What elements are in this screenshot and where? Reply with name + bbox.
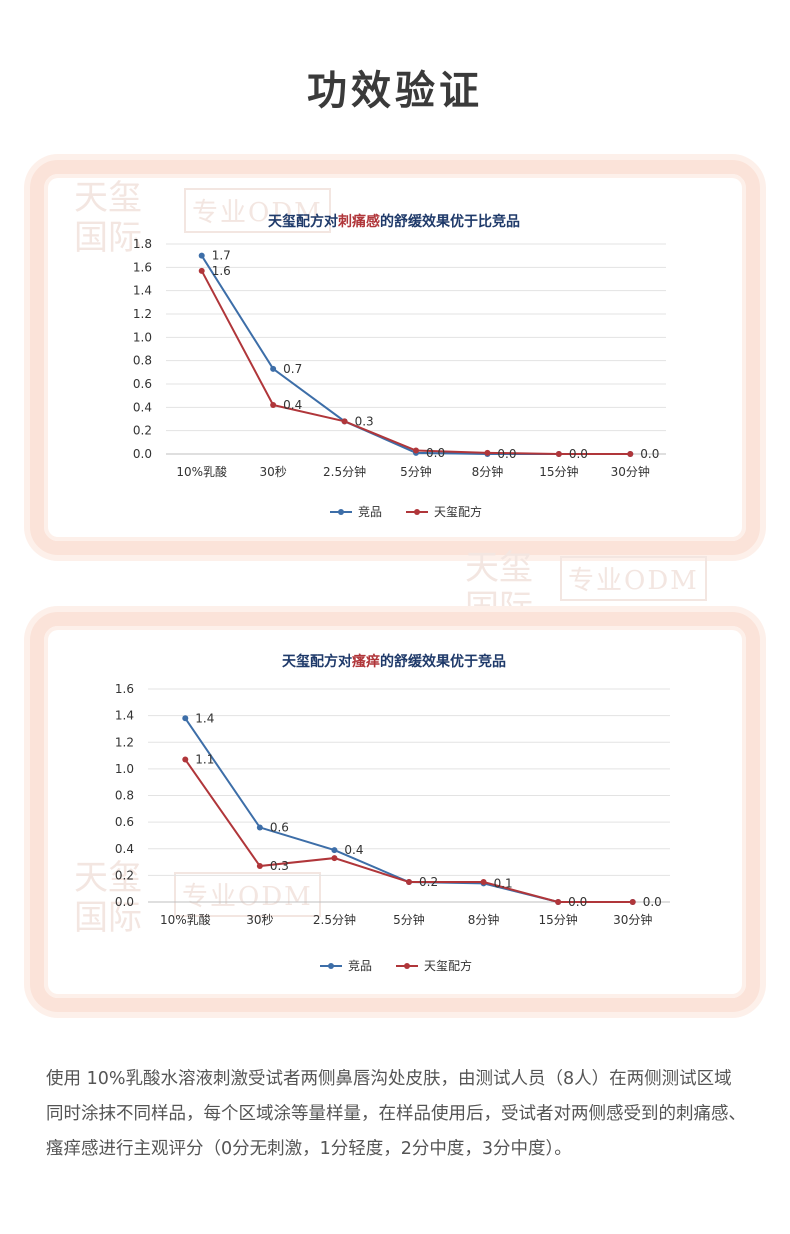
data-label: 0.0 <box>568 895 587 909</box>
chart-title-part: 的舒缓效果优于竞品 <box>380 653 506 670</box>
data-point <box>182 715 189 722</box>
y-tick-label: 1.2 <box>115 735 134 749</box>
y-tick-label: 1.6 <box>133 260 152 274</box>
x-tick-label: 30分钟 <box>613 912 652 927</box>
line-chart-itching: 天玺配方对瘙痒的舒缓效果优于竞品 0.0 0.2 0.4 0.6 0.8 1.0 1.2 1.4… <box>115 653 670 973</box>
chart-title-part: 刺痛感 <box>338 213 380 230</box>
x-tick-label: 10%乳酸 <box>176 464 227 479</box>
line-chart-stinging: 天玺配方对刺痛感的舒缓效果优于比竞品 0.0 0.2 0.4 0.6 0.8 1.0 1.2 1… <box>133 213 666 519</box>
data-point <box>629 899 636 905</box>
series-line-1 <box>200 270 631 455</box>
data-point <box>198 267 205 274</box>
data-point <box>256 863 263 870</box>
data-point <box>256 824 263 831</box>
data-label: 0.4 <box>344 843 363 857</box>
x-tick-label: 2.5分钟 <box>313 912 356 927</box>
chart-title-part: 瘙痒 <box>351 653 380 670</box>
chart-title: 天玺配方对刺痛感的舒缓效果优于比竞品 <box>268 213 520 230</box>
legend-marker <box>404 963 410 969</box>
test-description: 使用 10%乳酸水溶液刺激受试者两侧鼻唇沟处皮肤，由测试人员（8人）在两侧测试区… <box>46 1069 746 1159</box>
y-tick-label: 1.2 <box>133 307 152 321</box>
chart-title-part: 天玺配方对 <box>282 653 352 670</box>
y-tick-label: 0.2 <box>133 424 152 438</box>
data-point <box>555 899 562 905</box>
chart-title-part: 天玺配方对 <box>268 213 338 230</box>
y-tick-label: 1.6 <box>115 682 134 696</box>
x-tick-label: 30秒 <box>260 465 287 479</box>
y-tick-label: 0.0 <box>133 447 152 461</box>
y-tick-label: 0.2 <box>115 868 134 882</box>
data-point <box>484 449 491 456</box>
series-line-0 <box>200 255 631 455</box>
data-label: 1.1 <box>195 753 214 767</box>
legend-marker <box>328 963 334 969</box>
legend-label: 竞品 <box>358 505 382 519</box>
data-point <box>627 451 634 457</box>
data-point <box>198 252 205 259</box>
y-tick-label: 1.0 <box>115 762 134 776</box>
y-tick-label: 0.8 <box>115 789 134 803</box>
x-tick-label: 8分钟 <box>472 464 504 479</box>
series-line-0 <box>184 717 633 903</box>
y-tick-label: 1.4 <box>115 709 134 723</box>
data-point <box>270 402 277 408</box>
data-label: 0.1 <box>494 876 513 890</box>
data-label: 0.0 <box>640 447 659 461</box>
data-point <box>413 447 419 454</box>
data-label: 1.4 <box>195 711 214 725</box>
data-point <box>406 879 412 886</box>
x-tick-label: 15分钟 <box>539 464 578 479</box>
data-label: 0.3 <box>355 414 374 428</box>
data-point <box>341 418 348 425</box>
legend-marker <box>338 509 344 515</box>
y-tick-label: 0.6 <box>133 377 152 391</box>
data-label: 0.2 <box>419 875 438 889</box>
data-point <box>270 365 277 372</box>
y-tick-label: 0.0 <box>115 895 134 909</box>
data-label: 0.0 <box>497 447 516 461</box>
x-tick-label: 8分钟 <box>468 912 500 927</box>
page-title: 功效验证 <box>307 68 483 114</box>
data-label: 0.3 <box>270 859 289 873</box>
legend-label: 天玺配方 <box>424 958 472 973</box>
watermark-badge-mid: 专业ODM <box>560 556 707 601</box>
data-label: 0.6 <box>270 820 289 834</box>
data-label: 1.6 <box>212 264 231 278</box>
y-tick-label: 1.4 <box>133 284 152 298</box>
y-tick-label: 1.0 <box>133 330 152 344</box>
legend-label: 天玺配方 <box>434 504 482 519</box>
data-label: 0.7 <box>283 362 302 376</box>
data-point <box>555 451 562 457</box>
y-tick-label: 0.8 <box>133 354 152 368</box>
data-label: 1.7 <box>212 249 231 263</box>
x-tick-label: 5分钟 <box>400 464 432 479</box>
y-tick-label: 1.8 <box>133 237 152 251</box>
legend-label: 竞品 <box>348 959 372 973</box>
data-label: 0.0 <box>643 895 662 909</box>
x-tick-label: 10%乳酸 <box>160 912 211 927</box>
data-label: 0.0 <box>426 446 445 460</box>
legend-marker <box>414 509 420 515</box>
data-label: 0.0 <box>569 447 588 461</box>
x-tick-label: 15分钟 <box>539 912 578 927</box>
x-tick-label: 5分钟 <box>393 912 425 927</box>
chart-panel-itching: 天玺国际 专业ODM 天玺配方对瘙痒的舒缓效果优于竞品 0.0 0.2 0.4 0.6 0… <box>30 612 760 1012</box>
x-tick-label: 30秒 <box>246 913 273 927</box>
data-label: 0.4 <box>283 398 302 412</box>
y-tick-label: 0.4 <box>133 400 152 414</box>
data-point <box>331 847 338 854</box>
x-tick-label: 30分钟 <box>611 464 650 479</box>
y-tick-label: 0.6 <box>115 815 134 829</box>
data-point <box>182 756 189 763</box>
chart-title-part: 的舒缓效果优于比竞品 <box>380 213 520 230</box>
x-tick-label: 2.5分钟 <box>323 464 366 479</box>
data-point <box>480 879 487 886</box>
y-tick-label: 0.4 <box>115 842 134 856</box>
data-point <box>331 855 338 862</box>
chart-title: 天玺配方对瘙痒的舒缓效果优于竞品 <box>282 653 506 670</box>
chart-panel-stinging: 天玺国际 专业ODM 天玺配方对刺痛感的舒缓效果优于比竞品 0.0 0.2 0.4 0.… <box>30 160 760 555</box>
